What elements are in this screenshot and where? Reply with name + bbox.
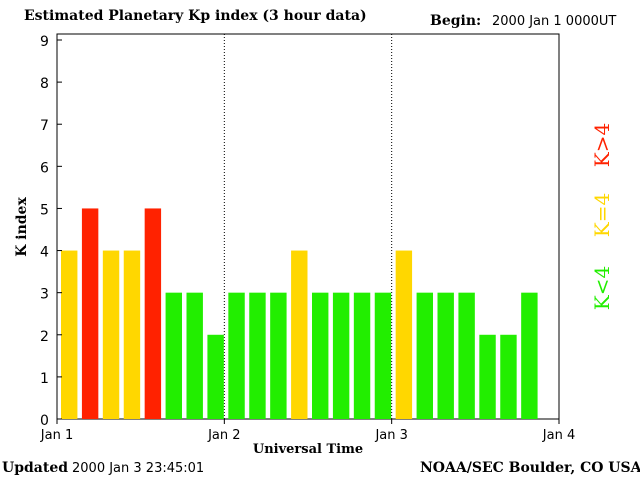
y-tick-label: 3 bbox=[40, 287, 49, 303]
kp-bar bbox=[437, 292, 454, 419]
kp-bar bbox=[144, 208, 162, 419]
x-tick-label: Jan 1 bbox=[40, 428, 73, 443]
legend-item: K=4 bbox=[590, 193, 614, 237]
plot-area bbox=[56, 33, 560, 420]
chart-title: Estimated Planetary Kp index (3 hour dat… bbox=[24, 8, 367, 24]
y-axis-label: K index bbox=[14, 197, 30, 257]
legend-item: K>4 bbox=[590, 123, 614, 167]
kp-bar bbox=[332, 292, 350, 419]
y-tick-label: 7 bbox=[40, 118, 49, 134]
source-label: NOAA/SEC Boulder, CO USA bbox=[420, 460, 640, 476]
x-tick-label: Jan 4 bbox=[542, 428, 575, 443]
kp-bar bbox=[395, 250, 413, 419]
kp-bar bbox=[61, 250, 78, 419]
kp-bar bbox=[458, 292, 475, 419]
updated-label: Updated bbox=[2, 460, 69, 476]
kp-bar bbox=[353, 292, 371, 419]
x-tick-label: Jan 3 bbox=[374, 428, 407, 443]
kp-bar bbox=[270, 292, 287, 419]
kp-bar bbox=[186, 292, 203, 419]
kp-bar bbox=[312, 292, 329, 419]
y-tick-label: 8 bbox=[40, 76, 49, 92]
x-axis-label: Universal Time bbox=[253, 442, 363, 457]
kp-bar bbox=[291, 250, 308, 419]
updated-value: 2000 Jan 3 23:45:01 bbox=[72, 461, 205, 476]
y-tick-label: 9 bbox=[40, 34, 49, 50]
y-tick-label: 1 bbox=[40, 371, 49, 387]
y-tick-label: 4 bbox=[40, 245, 49, 261]
begin-label: Begin: bbox=[430, 13, 482, 29]
kp-bar bbox=[249, 292, 266, 419]
y-tick-label: 6 bbox=[40, 160, 49, 176]
y-tick-label: 0 bbox=[40, 413, 49, 429]
kp-bar bbox=[81, 208, 99, 419]
kp-bar bbox=[500, 334, 517, 419]
begin-value: 2000 Jan 1 0000UT bbox=[492, 14, 617, 29]
kp-bar bbox=[165, 292, 182, 419]
kp-bar bbox=[416, 292, 433, 419]
kp-bar bbox=[374, 292, 392, 419]
x-tick-label: Jan 2 bbox=[207, 428, 240, 443]
kp-bar bbox=[228, 292, 245, 419]
y-tick-label: 2 bbox=[40, 329, 49, 345]
legend-item: K<4 bbox=[590, 266, 614, 310]
kp-bar bbox=[207, 334, 224, 419]
kp-bar bbox=[102, 250, 120, 419]
y-tick-label: 5 bbox=[40, 202, 49, 218]
kp-bar bbox=[123, 250, 141, 419]
kp-bar bbox=[479, 334, 496, 419]
kp-bar bbox=[521, 292, 538, 419]
